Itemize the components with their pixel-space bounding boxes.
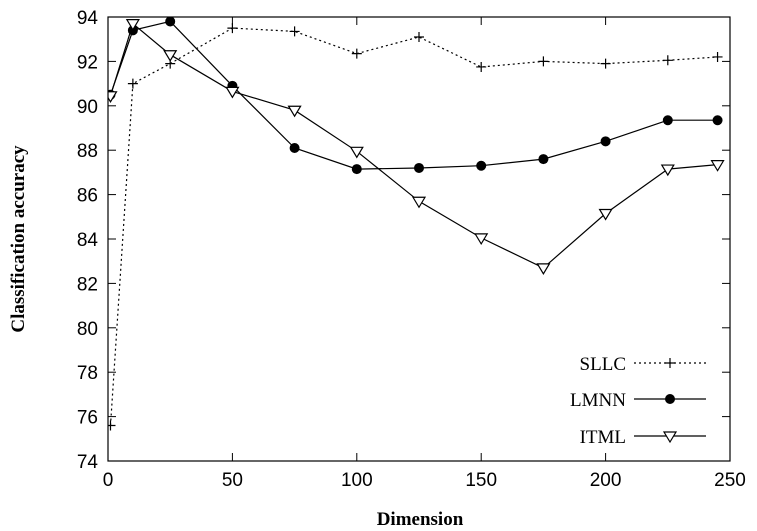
y-axis-title: Classification accuracy bbox=[8, 145, 29, 333]
itml-point bbox=[287, 105, 302, 118]
itml-point bbox=[411, 196, 427, 209]
sllc-point bbox=[414, 31, 424, 42]
axis-ticks: 0 50 100 150 200 250 74 76 78 80 82 84 86 88 90 92 94 bbox=[77, 8, 746, 491]
itml-point bbox=[108, 91, 118, 103]
itml-line bbox=[109, 22, 718, 269]
y-tick-label: 74 bbox=[77, 452, 99, 473]
legend: SLLC LMNN ITML bbox=[570, 354, 706, 448]
y-tick-label: 88 bbox=[77, 141, 98, 162]
x-tick-label: 0 bbox=[103, 470, 114, 491]
legend-marker-lmnn bbox=[665, 394, 675, 404]
lmnn-point bbox=[289, 142, 300, 153]
series-itml bbox=[108, 19, 725, 276]
plot-frame bbox=[107, 16, 731, 462]
itml-point bbox=[474, 233, 489, 246]
x-tick-label: 50 bbox=[222, 470, 243, 491]
itml-point bbox=[163, 50, 178, 62]
sllc-point bbox=[289, 26, 300, 37]
sllc-point bbox=[712, 51, 723, 62]
lmnn-point bbox=[476, 160, 487, 171]
series-sllc bbox=[108, 23, 723, 431]
itml-point bbox=[536, 263, 551, 276]
y-tick-label: 76 bbox=[77, 408, 98, 429]
lmnn-point bbox=[351, 164, 362, 175]
legend-label-lmnn: LMNN bbox=[570, 390, 626, 411]
x-tick-label: 250 bbox=[714, 470, 746, 491]
itml-point bbox=[225, 86, 240, 99]
sllc-point bbox=[351, 48, 362, 59]
y-tick-label: 84 bbox=[77, 230, 99, 251]
lmnn-point bbox=[165, 17, 176, 27]
sllc-point bbox=[600, 58, 611, 69]
plot-content bbox=[108, 17, 725, 431]
sllc-line bbox=[109, 27, 718, 426]
y-tick-label: 92 bbox=[77, 52, 98, 73]
x-axis-title: Dimension bbox=[377, 509, 464, 530]
y-tick-label: 94 bbox=[77, 8, 99, 29]
y-tick-label: 86 bbox=[77, 186, 98, 207]
sllc-point bbox=[108, 420, 116, 431]
y-tick-label: 78 bbox=[77, 363, 98, 384]
sllc-point bbox=[538, 56, 549, 67]
legend-marker-itml bbox=[662, 431, 678, 444]
lmnn-point bbox=[414, 162, 424, 173]
itml-point bbox=[349, 146, 364, 159]
lmnn-point bbox=[538, 154, 549, 165]
sllc-point bbox=[662, 55, 673, 66]
series-lmnn bbox=[108, 17, 723, 175]
itml-point bbox=[125, 19, 140, 31]
y-tick-label: 90 bbox=[77, 97, 98, 118]
x-tick-label: 150 bbox=[465, 470, 497, 491]
lmnn-point bbox=[600, 136, 611, 147]
legend-label-sllc: SLLC bbox=[580, 354, 626, 375]
legend-label-itml: ITML bbox=[580, 427, 626, 448]
sllc-point bbox=[127, 78, 138, 89]
lmnn-point bbox=[712, 115, 723, 126]
x-tick-label: 100 bbox=[341, 470, 373, 491]
y-tick-label: 82 bbox=[77, 274, 98, 295]
sllc-point bbox=[476, 61, 487, 72]
lmnn-point bbox=[662, 115, 673, 126]
legend-marker-sllc bbox=[665, 358, 675, 368]
itml-point bbox=[598, 208, 613, 221]
itml-point bbox=[710, 160, 725, 172]
itml-point bbox=[660, 164, 675, 177]
lmnn-line bbox=[109, 20, 718, 170]
y-tick-label: 80 bbox=[77, 319, 98, 340]
x-tick-label: 200 bbox=[590, 470, 622, 491]
